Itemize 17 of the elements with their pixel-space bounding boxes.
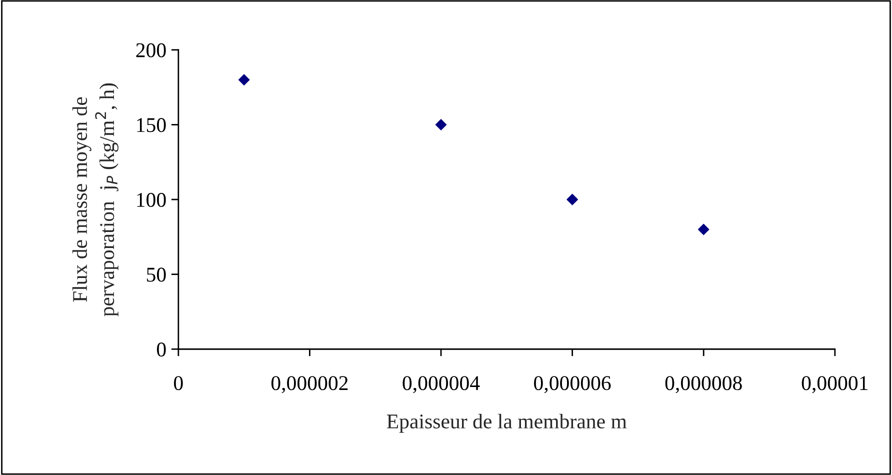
y-tick-label: 200 <box>136 43 166 58</box>
y-tick-label: 0 <box>156 342 166 357</box>
x-tick-label: 0,000002 <box>271 376 348 394</box>
x-tick-label: 0,00001 <box>802 376 868 394</box>
point <box>698 224 710 236</box>
y-tick-label: 50 <box>146 268 166 282</box>
y-tick-label: 100 <box>137 192 166 207</box>
y-axis-title: Flux de masse moyen de pervaporation j$_{P}$ (kg/m$^{2}$, h) <box>72 83 118 316</box>
y-tick-label: 150 <box>137 118 166 132</box>
point <box>566 194 578 206</box>
point <box>435 119 447 130</box>
x-tick-label: 0,000008 <box>665 376 742 394</box>
x-axis-title: Epaisseur de la membrane m <box>386 414 627 433</box>
point <box>238 74 250 86</box>
x-tick-label: 0 <box>174 376 183 390</box>
x-tick-label: 0,000006 <box>534 376 611 394</box>
x-tick-label: 0,000004 <box>402 376 480 394</box>
